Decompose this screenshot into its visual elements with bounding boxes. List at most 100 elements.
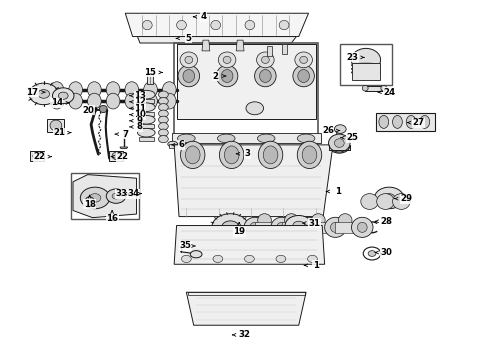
Ellipse shape: [297, 141, 322, 168]
Ellipse shape: [244, 217, 266, 237]
Ellipse shape: [293, 221, 305, 230]
Text: 21: 21: [53, 128, 65, 137]
Ellipse shape: [69, 82, 82, 98]
Text: 12: 12: [134, 97, 146, 106]
Ellipse shape: [263, 146, 278, 164]
Text: 16: 16: [106, 214, 118, 223]
Ellipse shape: [312, 214, 325, 226]
Ellipse shape: [58, 92, 68, 99]
Ellipse shape: [304, 222, 314, 232]
Ellipse shape: [300, 56, 308, 63]
Polygon shape: [335, 222, 354, 233]
Text: 10: 10: [134, 110, 146, 119]
Ellipse shape: [245, 21, 255, 30]
Ellipse shape: [138, 129, 155, 137]
Bar: [351, 63, 380, 80]
Bar: [188, 292, 305, 295]
Ellipse shape: [221, 69, 233, 82]
Ellipse shape: [351, 70, 381, 75]
Text: 33: 33: [116, 189, 128, 198]
Bar: [169, 144, 176, 148]
Ellipse shape: [176, 21, 186, 30]
Ellipse shape: [383, 194, 395, 202]
Ellipse shape: [257, 134, 275, 143]
Bar: [282, 44, 287, 54]
Ellipse shape: [52, 88, 74, 104]
Ellipse shape: [88, 93, 101, 109]
Ellipse shape: [250, 222, 260, 232]
Ellipse shape: [125, 82, 139, 98]
Ellipse shape: [112, 193, 120, 199]
Text: 23: 23: [346, 53, 359, 62]
Bar: [267, 46, 272, 56]
Ellipse shape: [185, 146, 200, 164]
Text: 22: 22: [34, 152, 46, 161]
Ellipse shape: [89, 194, 101, 202]
Text: 3: 3: [245, 149, 250, 158]
Ellipse shape: [190, 251, 202, 258]
Text: 28: 28: [381, 217, 392, 226]
Ellipse shape: [144, 82, 157, 98]
Polygon shape: [186, 292, 306, 325]
Text: 6: 6: [178, 140, 184, 149]
Text: 17: 17: [26, 87, 39, 96]
Text: 1: 1: [313, 261, 319, 270]
Ellipse shape: [381, 85, 387, 91]
Ellipse shape: [298, 217, 319, 237]
Ellipse shape: [87, 203, 92, 207]
Ellipse shape: [308, 255, 318, 262]
Polygon shape: [120, 147, 128, 148]
Ellipse shape: [50, 82, 64, 98]
Ellipse shape: [180, 52, 197, 68]
Ellipse shape: [38, 90, 49, 98]
Ellipse shape: [143, 21, 152, 30]
Polygon shape: [174, 145, 333, 217]
Ellipse shape: [392, 194, 410, 210]
Ellipse shape: [260, 69, 271, 82]
Bar: [71, 173, 139, 220]
Polygon shape: [172, 134, 321, 143]
Bar: [376, 113, 435, 131]
Ellipse shape: [159, 135, 168, 143]
Ellipse shape: [295, 52, 313, 68]
Ellipse shape: [216, 65, 238, 87]
Bar: [109, 150, 123, 161]
Bar: [340, 44, 392, 85]
Text: 20: 20: [83, 105, 95, 114]
Ellipse shape: [361, 194, 378, 210]
Ellipse shape: [86, 197, 94, 203]
Ellipse shape: [406, 116, 416, 129]
Polygon shape: [282, 222, 300, 233]
Polygon shape: [176, 44, 316, 119]
Ellipse shape: [368, 251, 376, 256]
Text: 2: 2: [213, 72, 219, 81]
Ellipse shape: [80, 187, 110, 209]
Ellipse shape: [159, 116, 168, 123]
Ellipse shape: [257, 52, 274, 68]
Ellipse shape: [276, 255, 286, 262]
Ellipse shape: [246, 102, 264, 115]
Ellipse shape: [331, 222, 340, 232]
Ellipse shape: [159, 129, 168, 136]
Bar: [139, 124, 154, 129]
Ellipse shape: [255, 65, 276, 87]
Ellipse shape: [351, 48, 381, 71]
Text: 34: 34: [127, 189, 140, 198]
Ellipse shape: [279, 21, 289, 30]
Polygon shape: [174, 226, 325, 264]
Bar: [174, 42, 318, 135]
Ellipse shape: [125, 93, 139, 109]
Ellipse shape: [258, 141, 283, 168]
Polygon shape: [125, 13, 309, 37]
Ellipse shape: [112, 152, 120, 159]
Ellipse shape: [159, 104, 168, 111]
Bar: [139, 137, 154, 141]
Ellipse shape: [258, 214, 271, 226]
Bar: [139, 99, 154, 103]
Ellipse shape: [211, 21, 220, 30]
Text: 35: 35: [179, 242, 191, 251]
Text: 32: 32: [238, 330, 250, 339]
Ellipse shape: [374, 187, 404, 209]
Ellipse shape: [162, 82, 176, 98]
Text: 19: 19: [233, 228, 245, 237]
